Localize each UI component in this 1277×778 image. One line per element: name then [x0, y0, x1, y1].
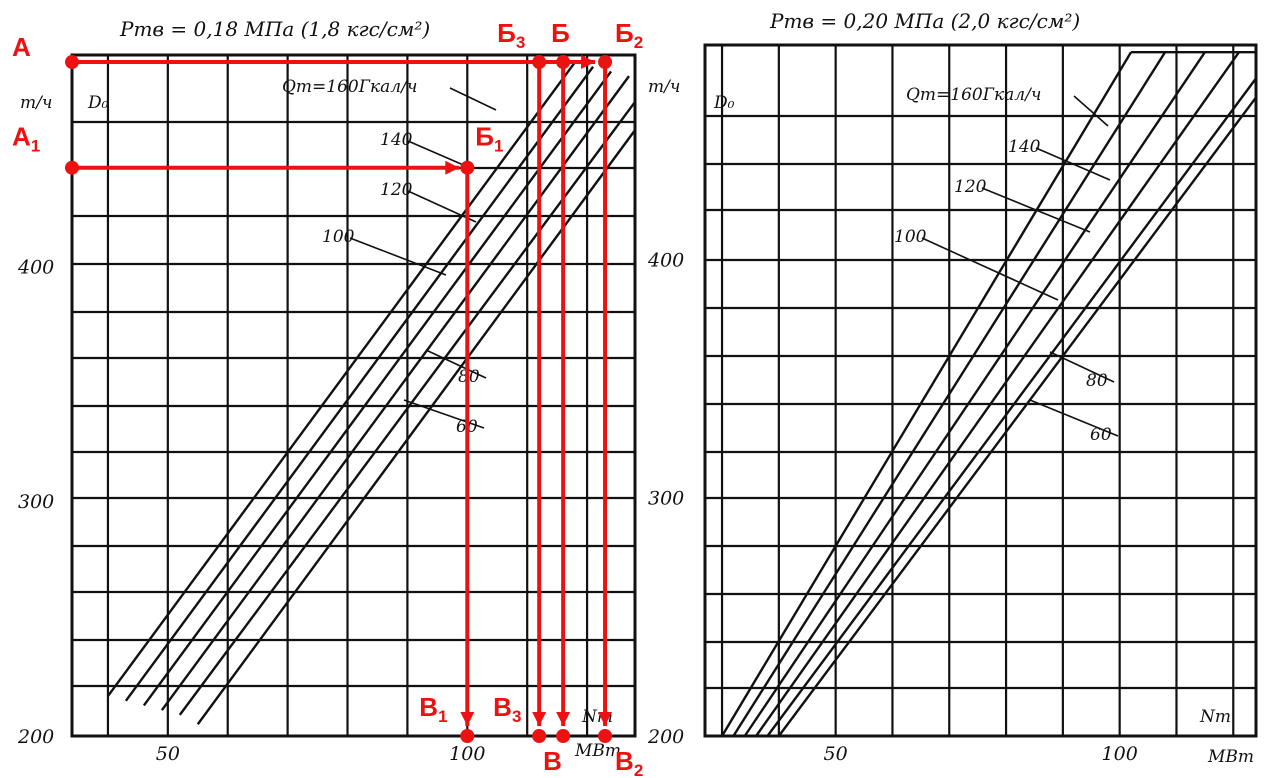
arrow-Б3-to-В3-head: [532, 712, 547, 726]
arrow-a1-to-b1-head: [445, 160, 460, 175]
x-tick-label: 50: [156, 743, 180, 765]
point-marker: [532, 55, 547, 70]
curve-leader-80: [1049, 351, 1115, 383]
series-line-100: [755, 51, 1240, 737]
chart-right-x-unit: МВт: [1207, 747, 1254, 767]
point-label-subscript: 3: [516, 33, 525, 52]
plot-frame: [70, 53, 637, 738]
point-label: В1: [419, 692, 447, 726]
chart-left-x-unit: МВт: [574, 741, 621, 761]
series-line-80: [178, 101, 636, 716]
x-tick-label: 50: [824, 743, 848, 765]
chart-right-curves: [721, 50, 1257, 737]
x-tick-label: 100: [449, 743, 485, 765]
plot-frame: [703, 43, 1258, 738]
point-label: В2: [615, 746, 643, 778]
chart-left-y-symbol: D₀: [87, 93, 109, 113]
series-line-120: [743, 51, 1206, 737]
curve-label-120: 120: [954, 177, 987, 197]
point-marker: [598, 729, 613, 743]
point-label-subscript: 1: [494, 137, 503, 156]
curve-leader-80: [425, 349, 487, 379]
y-tick-label: 400: [17, 256, 54, 278]
series-line-160: [721, 51, 1133, 737]
chart-right-grid: [703, 43, 1258, 738]
point-label-subscript: 3: [512, 707, 521, 726]
point-marker: [65, 160, 79, 175]
curve-label-100: 100: [322, 227, 355, 247]
y-tick-label: 200: [17, 726, 54, 748]
chart-right-y-symbol: D₀: [713, 93, 735, 113]
curve-label-140: 140: [380, 130, 413, 150]
series-line-60: [777, 96, 1257, 737]
chart-right-x-symbol: Nт: [1199, 707, 1231, 727]
point-marker: [460, 160, 475, 175]
curve-leader-120: [981, 187, 1091, 233]
point-marker: [598, 55, 613, 70]
x-tick-label: 100: [1102, 743, 1138, 765]
curve-leader-140: [1035, 147, 1111, 181]
arrow-Б2-to-В2-head: [598, 712, 613, 726]
series-line-80: [766, 77, 1257, 737]
point-marker: [556, 729, 571, 743]
y-tick-label: 300: [648, 488, 684, 510]
chart-left: Pтв = 0,18 МПа (1,8 кгс/см²) 200 300 400 50…: [12, 17, 643, 778]
y-tick-label: 400: [647, 249, 684, 271]
point-label: Б2: [615, 18, 643, 52]
arrow-Б-to-В-head: [556, 712, 571, 726]
series-line-120: [142, 70, 613, 707]
point-marker: [532, 729, 547, 743]
point-label: Б: [551, 18, 570, 48]
chart-left-grid: [70, 53, 637, 738]
curve-leader-140: [407, 140, 469, 168]
curve-leader-60: [1029, 399, 1119, 437]
chart-left-ticks: 200 300 400 50 100: [17, 256, 485, 765]
chart-left-title: Pтв = 0,18 МПа (1,8 кгс/см²): [119, 17, 430, 41]
point-label-subscript: 1: [438, 707, 447, 726]
point-label: В3: [493, 692, 521, 726]
series-line-140: [124, 66, 595, 702]
point-label: В: [543, 746, 562, 776]
chart-right-y-unit: т/ч: [648, 77, 680, 97]
point-label-subscript: 2: [634, 33, 643, 52]
arrow-Б1-to-В1-head: [460, 712, 475, 726]
point-label: А: [12, 32, 31, 62]
curve-label-160: Qт=160Гкал/ч: [906, 85, 1041, 105]
curve-label-60: 60: [1090, 425, 1112, 445]
curve-leader-120: [407, 190, 477, 223]
chart-right-ticks: 200 300 400 50 100: [647, 249, 1138, 765]
curve-label-100: 100: [894, 227, 927, 247]
point-marker: [556, 55, 571, 70]
point-label: Б1: [475, 122, 503, 156]
point-label: Б3: [497, 18, 525, 52]
chart-left-y-unit: т/ч: [20, 93, 52, 113]
series-line-60: [196, 129, 636, 725]
curve-leader-160: [1073, 95, 1109, 127]
point-label-subscript: 2: [634, 761, 643, 778]
series-line-160: [106, 61, 577, 697]
curve-leader-100: [921, 237, 1059, 301]
chart-right-title: Pтв = 0,20 МПа (2,0 кгс/см²): [769, 9, 1080, 33]
series-line-100: [160, 75, 630, 711]
curve-leader-60: [403, 399, 485, 429]
arrow-a-to-b2-head: [581, 55, 596, 70]
curve-leader-100: [349, 237, 447, 276]
curve-label-160: Qт=160Гкал/ч: [282, 77, 417, 97]
chart-right: Pтв = 0,20 МПа (2,0 кгс/см²) 200 300 400 50…: [647, 9, 1258, 767]
y-tick-label: 200: [647, 726, 684, 748]
chart-left-curves: [106, 61, 636, 725]
series-line-140: [732, 51, 1167, 737]
curve-label-120: 120: [380, 180, 413, 200]
point-marker: [65, 55, 79, 70]
point-label-subscript: 1: [31, 137, 40, 156]
curve-leader-160: [449, 87, 497, 111]
curve-label-140: 140: [1008, 137, 1041, 157]
point-marker: [460, 729, 475, 743]
y-tick-label: 300: [18, 491, 54, 513]
point-label: А1: [12, 122, 40, 156]
